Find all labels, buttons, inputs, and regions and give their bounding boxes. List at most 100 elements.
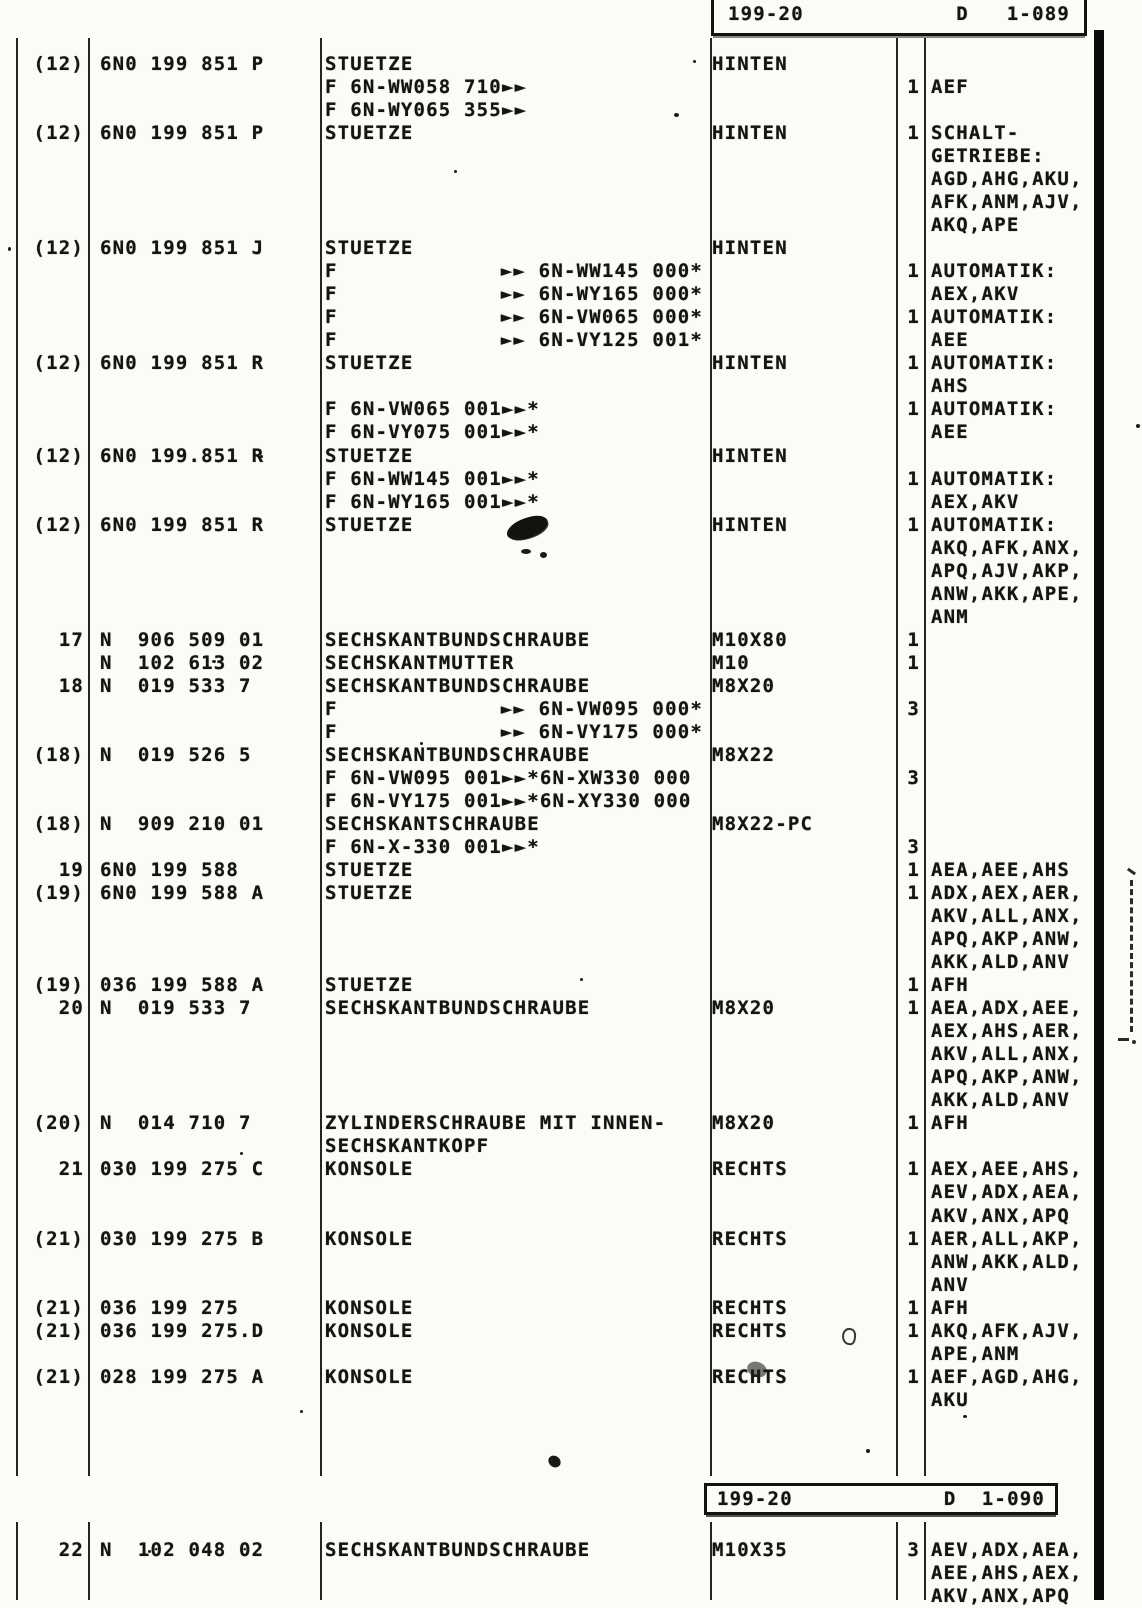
ink-speck — [521, 549, 531, 554]
model-codes-cell: AUTOMATIK: — [931, 467, 1058, 490]
ink-speck — [260, 455, 263, 458]
part-number-cell: 030 199 275 C — [100, 1158, 265, 1181]
remark-cell: M10X35 — [712, 1539, 788, 1561]
quantity-cell: 3 — [907, 836, 920, 859]
table-row: (12) 6N0 199.851 R STUETZE HINTEN — [0, 445, 1142, 468]
model-codes-cell: AKV,ALL,ANX, — [931, 905, 1083, 928]
table-row: (12) 6N0 199 851 P STUETZE HINTEN 1 SCHALT- — [0, 122, 1142, 145]
part-number-cell: N 019 526 5 — [100, 743, 252, 766]
table-row: ANW,AKK,APE, — [0, 583, 1142, 606]
description-cell: STUETZE — [325, 444, 414, 467]
ink-speck — [963, 1415, 967, 1418]
ink-speck — [580, 978, 583, 981]
column-rule-qty — [896, 38, 898, 1476]
quantity-cell: 1 — [907, 882, 920, 905]
remark-cell: M10 — [712, 651, 750, 674]
model-codes-cell: ANM — [931, 605, 969, 628]
model-codes-cell: AUTOMATIK: — [931, 352, 1058, 375]
table-row: SECHSKANTKOPF — [0, 1135, 1142, 1158]
quantity-cell: 1 — [907, 1319, 920, 1342]
quantity-cell: 1 — [907, 997, 920, 1020]
description-cell: F ►► 6N-WY165 000* — [325, 283, 703, 305]
table-row: AKQ,AFK,ANX, — [0, 537, 1142, 560]
position-cell: (21) — [33, 1227, 84, 1250]
table-row: (21) 036 199 275.D KONSOLE RECHTS 1 AKQ,AFK,A… — [0, 1320, 1142, 1343]
model-codes-cell: AKQ,AFK,AJV, — [931, 1319, 1083, 1342]
table-row: AKU — [0, 1389, 1142, 1412]
column-rule-qty — [896, 1522, 898, 1600]
model-codes-cell: APQ,AKP,ANW, — [931, 1066, 1083, 1089]
table-row: F ►► 6N-VW095 000* 3 — [0, 698, 1142, 721]
part-number-cell: N 102 048 02 — [100, 1539, 265, 1561]
table-row: AHS — [0, 375, 1142, 398]
position-cell: (19) — [33, 882, 84, 905]
description-cell: STUETZE — [325, 53, 414, 75]
ink-speck — [240, 1152, 243, 1155]
remark-cell: M8X20 — [712, 1112, 776, 1135]
ink-speck — [454, 170, 457, 173]
table-row: APE,ANM — [0, 1343, 1142, 1366]
model-codes-cell: AHS — [931, 375, 969, 398]
quantity-cell: 1 — [907, 1158, 920, 1181]
remark-cell: M10X80 — [712, 628, 788, 651]
table-row: N 102 613 02 SECHSKANTMUTTER M10 1 — [0, 652, 1142, 675]
quantity-cell: 1 — [907, 398, 920, 421]
table-row: AKV,ANX,APQ — [0, 1205, 1142, 1228]
model-codes-cell: AFH — [931, 1296, 969, 1319]
table-row: 20 N 019 533 7 SECHSKANTBUNDSCHRAUBE M8X20 1… — [0, 997, 1142, 1020]
table-border-left — [16, 1522, 18, 1600]
quantity-cell: 1 — [907, 1227, 920, 1250]
table-row: AEX,AHS,AER, — [0, 1020, 1142, 1043]
part-number-cell: 6N0 199 851 P — [100, 53, 265, 75]
position-cell: (20) — [33, 1112, 84, 1135]
part-number-cell: N 909 210 01 — [100, 812, 265, 835]
model-codes-cell: AUTOMATIK: — [931, 306, 1058, 329]
quantity-cell: 1 — [907, 1296, 920, 1319]
position-cell: (21) — [33, 1296, 84, 1319]
model-codes-cell: AEE — [931, 421, 969, 444]
position-cell: (18) — [33, 743, 84, 766]
model-codes-cell: AUTOMATIK: — [931, 260, 1058, 283]
description-cell: F 6N-VW095 001►►*6N-XW330 000 — [325, 766, 692, 789]
description-cell: SECHSKANTBUNDSCHRAUBE — [325, 628, 591, 651]
remark-cell: RECHTS — [712, 1227, 788, 1250]
part-number-cell: 028 199 275 A — [100, 1365, 265, 1388]
ink-speck — [8, 247, 11, 251]
description-cell: SECHSKANTBUNDSCHRAUBE — [325, 1539, 591, 1561]
page-header-top: 199-20 D 1-089 — [711, 0, 1087, 36]
remark-cell: HINTEN — [712, 352, 788, 375]
column-rule-codes — [924, 38, 926, 1476]
bracket-foot — [1118, 1038, 1129, 1041]
remark-cell: RECHTS — [712, 1296, 788, 1319]
remark-cell: M8X20 — [712, 674, 776, 697]
table-row: F ►► 6N-VY175 000* — [0, 721, 1142, 744]
description-prefix: F — [325, 329, 338, 352]
model-codes-cell: AFK,ANM,AJV, — [931, 191, 1083, 214]
model-codes-cell: AKK,ALD,ANV — [931, 951, 1071, 974]
model-codes-cell: AEA,ADX,AEE, — [931, 997, 1083, 1020]
table-row: 17 N 906 509 01 SECHSKANTBUNDSCHRAUBE M10X8… — [0, 629, 1142, 652]
model-codes-cell: AFH — [931, 1112, 969, 1135]
bracket-line — [1130, 880, 1133, 1032]
description-cell: ZYLINDERSCHRAUBE MIT INNEN- — [325, 1112, 667, 1135]
table-row: F 6N-WW145 001►►* 1 AUTOMATIK: — [0, 468, 1142, 491]
description-cell: SECHSKANTMUTTER — [325, 651, 515, 674]
table-row: (19) 036 199 588 A STUETZE 1 AFH — [0, 974, 1142, 997]
description-cell: F 6N-WY165 001►►* — [325, 490, 540, 513]
table-row: AKV,ALL,ANX, — [0, 905, 1142, 928]
description-prefix: F — [325, 720, 338, 743]
model-codes-cell: AEE,AHS,AEX, — [931, 1562, 1083, 1584]
table-row: (12) 6N0 199 851 R STUETZE HINTEN 1 AUTOMATIK… — [0, 352, 1142, 375]
model-codes-cell: ANW,AKK,ALD, — [931, 1250, 1083, 1273]
description-cell: SECHSKANTKOPF — [325, 1135, 490, 1158]
quantity-cell: 1 — [907, 122, 920, 145]
description-prefix: F — [325, 697, 338, 720]
model-codes-cell: AKV,ANX,APQ — [931, 1585, 1071, 1607]
model-codes-cell: AUTOMATIK: — [931, 513, 1058, 536]
table-row: AEE,AHS,AEX, — [0, 1562, 1142, 1585]
quantity-cell: 1 — [907, 306, 920, 329]
model-codes-cell: AEE — [931, 329, 969, 352]
description-cell: F 6N-WY065 355►► — [325, 99, 528, 122]
model-codes-cell: AEX,AEE,AHS, — [931, 1158, 1083, 1181]
